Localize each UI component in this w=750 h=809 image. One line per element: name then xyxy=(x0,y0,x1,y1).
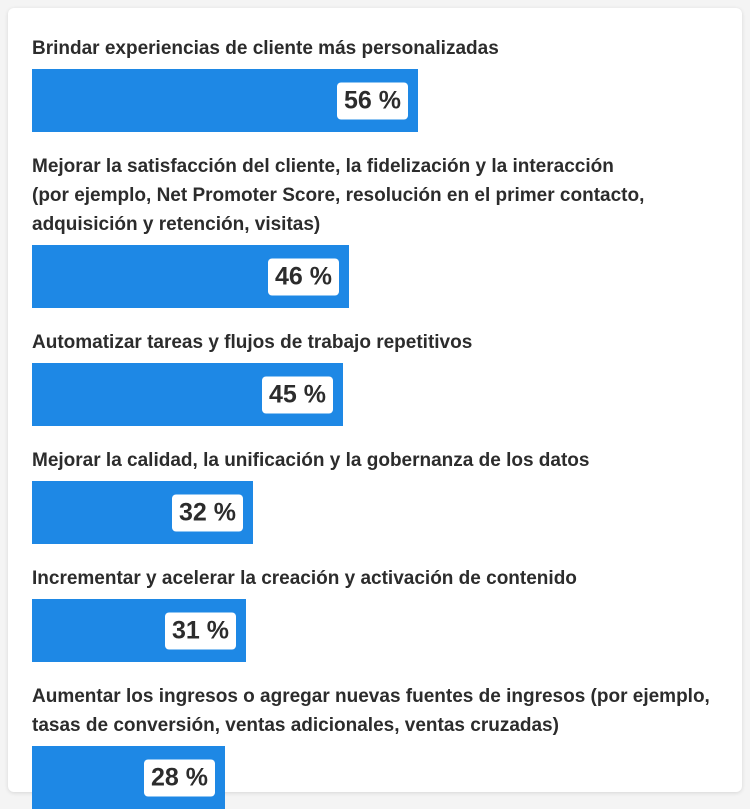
bar: 31 % xyxy=(32,599,246,662)
value-label: 31 % xyxy=(165,612,236,649)
category-label: Brindar experiencias de cliente más pers… xyxy=(32,38,499,59)
value-label: 46 % xyxy=(268,258,339,295)
category-label: Incrementar y acelerar la creación y act… xyxy=(32,568,577,589)
chart-item: Mejorar la calidad, la unificación y la … xyxy=(32,446,732,544)
category-label: Aumentar los ingresos o agregar nuevas f… xyxy=(32,686,710,736)
category-label: Mejorar la calidad, la unificación y la … xyxy=(32,450,590,471)
category-label: Automatizar tareas y flujos de trabajo r… xyxy=(32,332,473,353)
bar: 32 % xyxy=(32,481,253,544)
bar: 56 % xyxy=(32,69,418,132)
value-label: 56 % xyxy=(337,82,408,119)
chart-item: Aumentar los ingresos o agregar nuevas f… xyxy=(32,682,732,809)
bar: 45 % xyxy=(32,363,343,426)
category-label: Mejorar la satisfacción del cliente, la … xyxy=(32,156,645,235)
chart-item: Brindar experiencias de cliente más pers… xyxy=(32,34,732,132)
value-label: 45 % xyxy=(262,376,333,413)
bar: 28 % xyxy=(32,746,225,809)
bar: 46 % xyxy=(32,245,349,308)
chart-card: Brindar experiencias de cliente más pers… xyxy=(8,8,742,809)
chart-item: Mejorar la satisfacción del cliente, la … xyxy=(32,152,732,308)
value-label: 32 % xyxy=(172,494,243,531)
chart-item: Automatizar tareas y flujos de trabajo r… xyxy=(32,328,732,426)
value-label: 28 % xyxy=(144,759,215,796)
chart-item: Incrementar y acelerar la creación y act… xyxy=(32,564,732,662)
